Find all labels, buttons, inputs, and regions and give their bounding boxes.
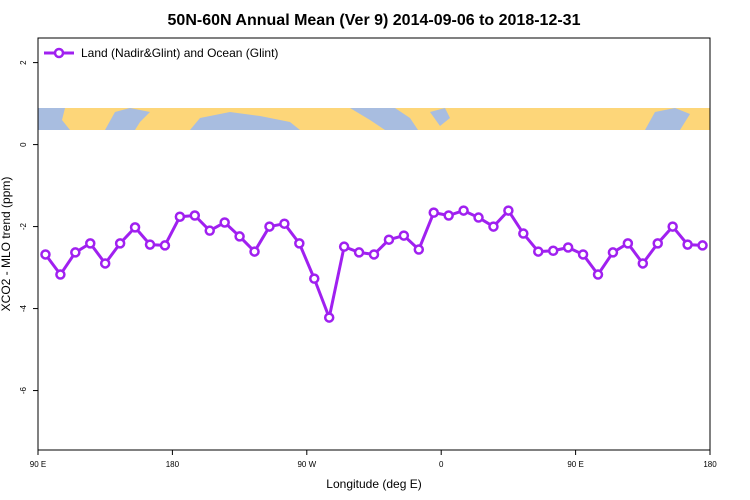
data-point <box>652 238 663 249</box>
y-tick-label: 2 <box>19 60 28 65</box>
x-tick-label: 0 <box>439 460 444 469</box>
data-point <box>40 249 51 260</box>
data-point <box>622 238 634 249</box>
y-tick-label: -6 <box>19 386 28 394</box>
ocean <box>430 108 450 126</box>
data-point <box>159 240 171 251</box>
ocean <box>645 108 690 130</box>
data-point <box>592 269 604 280</box>
data-point <box>353 247 365 258</box>
plot-frame <box>37 37 711 451</box>
data-point <box>667 221 678 232</box>
data-point <box>114 238 126 249</box>
map-band <box>38 108 710 130</box>
data-point <box>398 230 410 241</box>
x-tick-label: 180 <box>166 460 180 469</box>
data-point <box>129 222 141 233</box>
data-point <box>234 231 245 242</box>
y-tick-label: -4 <box>19 304 28 312</box>
data-point <box>383 234 395 245</box>
data-point <box>443 210 454 221</box>
data-point <box>338 241 350 252</box>
data-point <box>99 258 111 269</box>
data-point <box>70 247 81 258</box>
data-point <box>428 207 439 218</box>
data-point <box>219 217 230 228</box>
data-point <box>144 239 156 250</box>
y-axis-label: XCO2 - MLO trend (ppm) <box>0 177 13 312</box>
data-point <box>309 273 320 284</box>
data-point <box>55 269 66 280</box>
ocean <box>190 112 300 130</box>
data-point <box>562 242 574 253</box>
data-point <box>413 244 425 255</box>
data-point <box>264 221 275 232</box>
data-point <box>503 205 514 216</box>
ocean <box>105 108 150 130</box>
data-point <box>368 249 380 260</box>
legend-marker <box>53 47 65 59</box>
x-tick-label: 90 E <box>30 460 46 469</box>
data-point <box>682 239 693 250</box>
data-point <box>607 247 619 258</box>
data-point <box>204 225 215 236</box>
data-point <box>473 212 484 223</box>
data-point <box>189 210 201 221</box>
data-point <box>174 211 186 222</box>
data-point <box>249 246 260 257</box>
data-point <box>577 249 589 260</box>
x-axis-label: Longitude (deg E) <box>326 477 421 491</box>
data-point <box>294 238 305 249</box>
ocean <box>38 108 70 130</box>
data-point <box>547 245 559 257</box>
x-tick-label: 90 E <box>567 460 583 469</box>
data-point <box>488 221 499 232</box>
data-point <box>518 228 529 239</box>
series-line <box>44 209 703 320</box>
chart-title: 50N-60N Annual Mean (Ver 9) 2014-09-06 t… <box>168 12 581 29</box>
data-point <box>697 240 708 251</box>
ocean <box>350 108 418 130</box>
x-tick-label: 90 W <box>297 460 316 469</box>
y-tick-label: 0 <box>19 142 28 147</box>
data-point <box>458 205 469 216</box>
x-tick-label: 180 <box>703 460 717 469</box>
data-point <box>637 258 649 269</box>
data-point <box>85 238 96 249</box>
data-point <box>533 246 544 257</box>
y-tick-label: -2 <box>19 222 28 230</box>
legend-label: Land (Nadir&Glint) and Ocean (Glint) <box>81 46 278 60</box>
data-point <box>279 218 290 229</box>
data-point <box>323 312 335 323</box>
